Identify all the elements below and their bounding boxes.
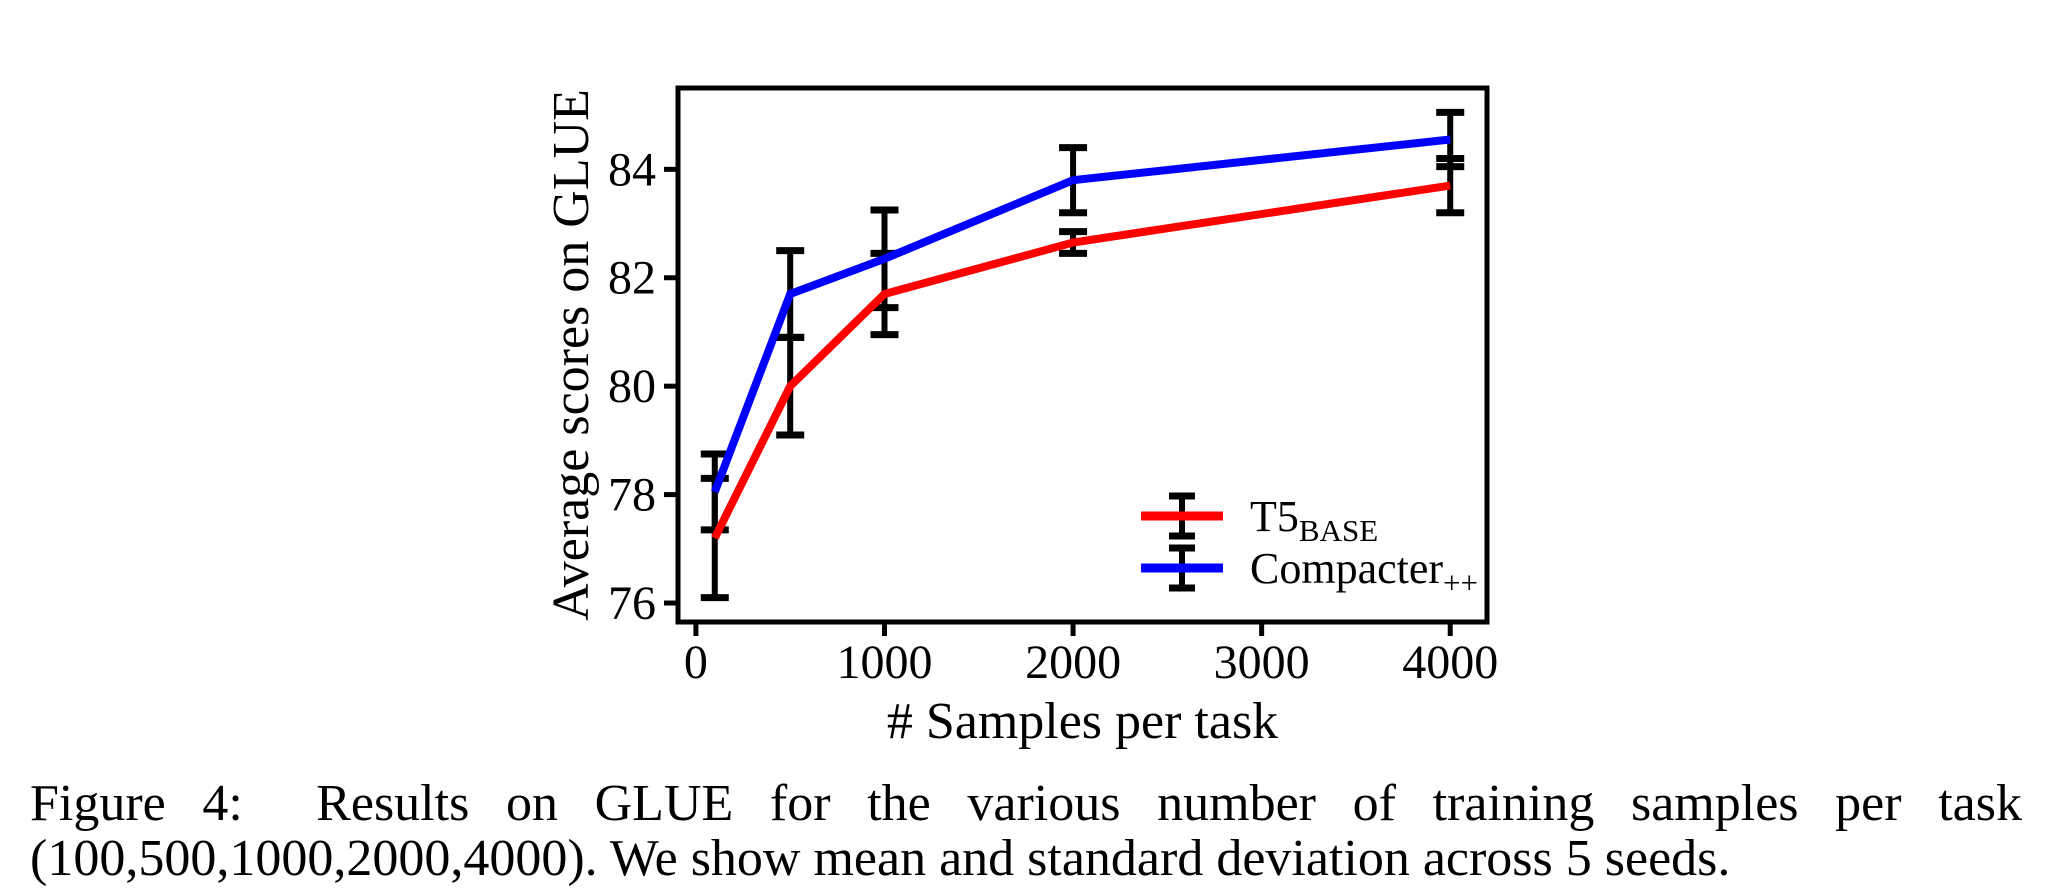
y-axis-tick-label: 80	[608, 360, 656, 413]
x-axis-tick-label: 3000	[1214, 636, 1310, 689]
x-axis-tick-label: 2000	[1025, 636, 1121, 689]
legend-entry-t5-base: T5BASE	[1141, 492, 1378, 548]
y-axis-tick-label: 78	[608, 469, 656, 522]
y-axis-tick-label: 82	[608, 252, 656, 305]
y-axis-label: Average scores on GLUE	[543, 89, 600, 621]
legend-entry-compacter-: Compacter++	[1141, 544, 1478, 600]
caption-line-2: (100,500,1000,2000,4000). We show mean a…	[30, 830, 1731, 888]
x-axis-tick-label: 0	[684, 636, 708, 689]
y-axis-tick-label: 76	[608, 577, 656, 630]
caption-line-1: Figure 4: Results on GLUE for the variou…	[30, 775, 2022, 832]
figure-caption: Figure 4: Results on GLUE for the variou…	[30, 776, 2022, 886]
x-axis-tick-label: 1000	[836, 636, 932, 689]
glue-line-chart: 0 1000 2000 3000 4000 76 78 80 82 84 # Samples per…	[543, 85, 1498, 750]
legend-label: Compacter++	[1250, 544, 1478, 600]
plot-frame	[675, 85, 1490, 625]
y-axis-tick-label: 84	[608, 143, 656, 196]
x-axis-tick-label: 4000	[1402, 636, 1498, 689]
series-line-t5-base	[711, 181, 1451, 540]
series-line-compacter-	[711, 135, 1451, 494]
x-axis-label: # Samples per task	[887, 693, 1278, 750]
legend-label: T5BASE	[1250, 492, 1378, 548]
